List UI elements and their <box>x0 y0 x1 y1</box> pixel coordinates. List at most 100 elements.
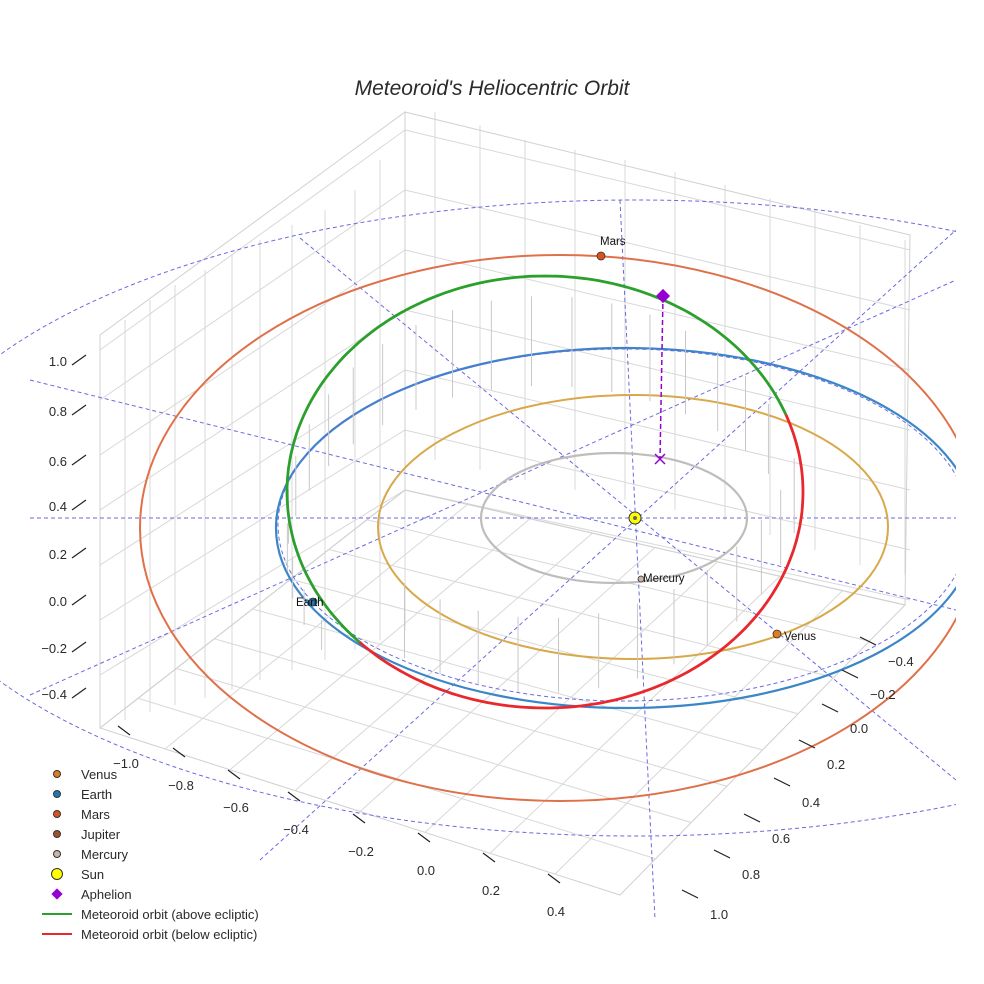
x-axis-tick-label: −1.0 <box>113 756 139 771</box>
planet-label-mercury: Mercury <box>643 573 685 585</box>
x-axis-tick-label: −0.2 <box>348 844 374 859</box>
legend-dot-icon <box>40 844 74 864</box>
aphelion-projection-marker <box>654 453 666 465</box>
y-axis-tick-mark <box>859 636 877 646</box>
z-axis-tick-label: 0.8 <box>49 404 67 419</box>
jupiter-orbit <box>0 199 956 837</box>
z-axis-tick-label: 0.6 <box>49 454 67 469</box>
y-axis-tick-mark <box>743 813 761 823</box>
z-axis-tick-label: −0.4 <box>41 687 67 702</box>
legend-dot-icon <box>40 804 74 824</box>
grid-line <box>404 489 911 601</box>
grid-line <box>99 369 406 566</box>
x-axis-tick-mark <box>352 813 366 824</box>
legend-item[interactable]: Sun <box>40 864 259 884</box>
grid-line <box>290 578 799 715</box>
y-axis-tick-label: 0.4 <box>802 795 820 810</box>
y-axis-tick-label: 0.6 <box>772 831 790 846</box>
grid-line <box>99 249 406 456</box>
meteoroid-drop-lines <box>286 296 795 693</box>
meteoroid-orbit-above <box>285 274 788 644</box>
z-axis-tick-label: 0.0 <box>49 594 67 609</box>
legend-label: Meteoroid orbit (below ecliptic) <box>81 926 258 942</box>
y-axis-tick-mark <box>798 739 816 749</box>
grid-line <box>99 309 406 511</box>
y-axis-tick-mark <box>681 889 699 899</box>
x-axis-tick-mark <box>227 769 241 780</box>
grid-line <box>404 309 911 431</box>
grid-line <box>404 249 911 371</box>
back-left-wall <box>99 111 406 730</box>
grid-line <box>404 369 911 491</box>
chart-title: Meteoroid's Heliocentric Orbit <box>355 77 631 100</box>
planet-label-venus: Venus <box>784 631 816 643</box>
legend-label: Mars <box>81 806 110 822</box>
legend-label: Mercury <box>81 846 128 862</box>
legend-item[interactable]: Aphelion <box>40 884 259 904</box>
x-axis-tick-label: 0.2 <box>482 883 500 898</box>
legend-diamond-icon <box>40 884 74 904</box>
y-axis-tick-label: 0.0 <box>850 721 868 736</box>
z-axis-tick-mark <box>71 499 87 511</box>
meteoroid-orbit-below <box>358 414 805 710</box>
planet-label-mars: Mars <box>600 236 626 248</box>
grid-line <box>359 547 656 812</box>
z-axis-tick-label: 1.0 <box>49 354 67 369</box>
planet-orbits <box>139 254 956 802</box>
ecliptic-guide-line <box>299 237 956 781</box>
legend-dot-icon <box>40 764 74 784</box>
markers <box>308 251 782 639</box>
grid-line <box>99 189 406 401</box>
jupiter-orbit-layer <box>0 199 956 921</box>
x-axis-tick-mark <box>417 832 431 843</box>
x-axis-tick-label: 0.4 <box>547 904 565 919</box>
legend-line-icon <box>40 924 74 944</box>
y-axis-tick-mark <box>773 777 791 787</box>
venus-orbit <box>377 394 889 660</box>
grid-line <box>99 129 406 351</box>
y-axis-tick-mark <box>841 669 859 679</box>
legend-item[interactable]: Mars <box>40 804 259 824</box>
earth-orbit-projection <box>277 348 956 702</box>
z-axis-tick-mark <box>71 687 87 699</box>
mars-marker <box>596 251 606 261</box>
legend-item[interactable]: Venus <box>40 764 259 784</box>
x-axis-tick-mark <box>547 873 561 884</box>
legend-dot-icon <box>40 824 74 844</box>
legend-line-icon <box>40 904 74 924</box>
legend-label: Sun <box>81 866 105 882</box>
y-axis-tick-mark <box>713 849 731 859</box>
y-axis-tick-label: 0.8 <box>742 867 760 882</box>
ecliptic-guide-line <box>29 379 956 611</box>
earth-orbit <box>275 346 956 710</box>
y-axis-tick-label: −0.4 <box>888 654 914 669</box>
grid-line <box>366 519 870 642</box>
earth-marker <box>308 597 318 607</box>
x-axis-tick-label: −0.8 <box>168 778 194 793</box>
legend-item[interactable]: Jupiter <box>40 824 259 844</box>
x-axis-tick-label: −0.6 <box>223 800 249 815</box>
legend-label: Jupiter <box>81 826 121 842</box>
legend-item[interactable]: Mercury <box>40 844 259 864</box>
z-axis-tick-mark <box>71 594 87 606</box>
z-axis-tick-mark <box>71 404 87 416</box>
ecliptic-guide-line <box>259 229 956 861</box>
legend-item[interactable]: Earth <box>40 784 259 804</box>
aphelion-marker <box>655 288 671 304</box>
legend: Venus Earth Mars Jupiter Mercury Sun Aphelion M… <box>40 764 259 944</box>
x-axis-tick-mark <box>117 725 131 736</box>
aphelion-drop-line <box>659 295 664 460</box>
grid-line <box>554 590 843 875</box>
mars-orbit <box>139 254 956 802</box>
grid-line <box>404 189 911 311</box>
grid-line <box>328 549 834 678</box>
legend-item[interactable]: Meteoroid orbit (above ecliptic) <box>40 904 259 924</box>
grid-line <box>424 561 718 833</box>
back-right-wall <box>404 111 911 606</box>
legend-dot-icon <box>40 784 74 804</box>
legend-item[interactable]: Meteoroid orbit (below ecliptic) <box>40 924 259 944</box>
grid-line <box>404 129 911 251</box>
x-axis-tick-mark <box>482 852 496 863</box>
x-axis-ticks: −1.0 −0.8 −0.6 −0.4 −0.2 0.0 0.2 0.4 <box>113 725 565 919</box>
legend-label: Venus <box>81 766 118 782</box>
